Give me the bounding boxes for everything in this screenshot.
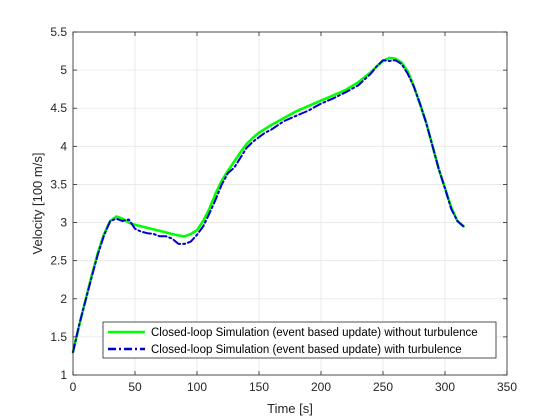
x-tick-label: 300	[435, 380, 455, 394]
plot-frame	[72, 31, 508, 376]
x-tick-label: 0	[70, 380, 77, 394]
x-tick-label: 150	[249, 380, 269, 394]
series-line-with-turbulence	[72, 59, 465, 354]
y-tick-label: 5.5	[50, 25, 67, 39]
y-tick-label: 4	[60, 139, 67, 153]
x-tick-label: 100	[187, 380, 207, 394]
y-tick-label: 4.5	[50, 101, 67, 115]
y-tick-label: 3.5	[50, 177, 67, 191]
axis-ticks: 0 50 100 150 200 250 300 350 1 1.5 2 2.5 3 3.5 4 4.5 5 5.…	[50, 25, 517, 394]
y-tick-label: 3	[60, 216, 67, 230]
y-axis-title: Velocity [100 m/s]	[30, 153, 45, 255]
x-tick-label: 250	[373, 380, 393, 394]
legend-label-without-turbulence: Closed-loop Simulation (event based upda…	[151, 327, 478, 339]
plot-area	[73, 32, 507, 375]
y-tick-label: 2.5	[50, 254, 67, 268]
y-tick-label: 2	[60, 292, 67, 306]
legend: Closed-loop Simulation (event based upda…	[102, 321, 497, 359]
x-axis-title: Time [s]	[267, 401, 313, 416]
y-tick-label: 1	[60, 368, 67, 382]
x-tick-label: 50	[128, 380, 142, 394]
x-tick-label: 350	[497, 380, 517, 394]
y-tick-label: 5	[60, 63, 67, 77]
series-layer	[71, 56, 465, 354]
legend-label-with-turbulence: Closed-loop Simulation (event based upda…	[151, 344, 462, 356]
legend-box	[102, 321, 497, 359]
y-tick-label: 1.5	[50, 330, 67, 344]
x-tick-label: 200	[311, 380, 331, 394]
